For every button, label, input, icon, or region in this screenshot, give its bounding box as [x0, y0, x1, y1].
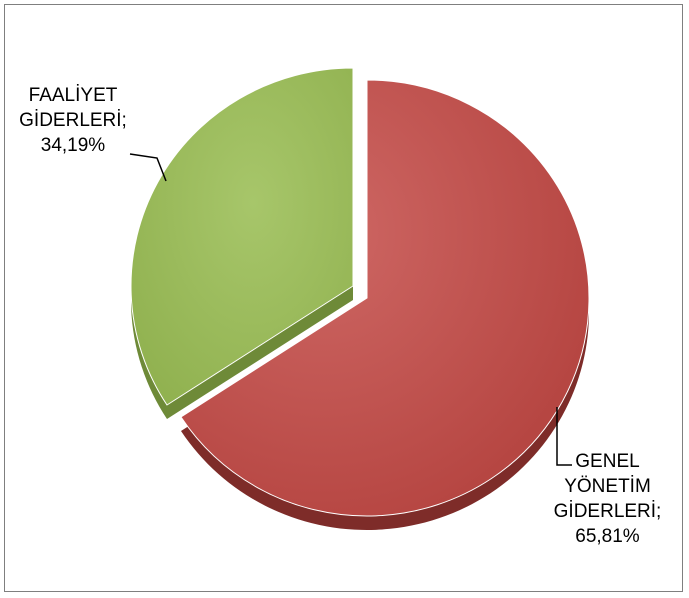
- slice-label-genel-value: 65,81%: [575, 526, 640, 547]
- slice-label-faaliyet: FAALİYET GİDERLERİ; 34,19%: [15, 83, 131, 158]
- leader-line-genel: [556, 407, 572, 466]
- pie-slice-genel: [180, 79, 590, 517]
- pie-slice-faaliyet: [130, 67, 354, 406]
- slice-label-genel-line3: GİDERLERİ;: [553, 501, 662, 522]
- slice-label-faaliyet-line1: FAALİYET: [28, 85, 118, 106]
- slice-label-faaliyet-line2: GİDERLERİ;: [19, 110, 127, 131]
- chart-area: FAALİYET GİDERLERİ; 34,19% GENEL YÖNETİM…: [4, 4, 683, 592]
- pie-chart: [129, 67, 590, 530]
- slice-label-genel-line1: GENEL: [575, 451, 640, 472]
- slice-label-genel-line2: YÖNETİM: [564, 476, 651, 497]
- slice-label-genel: GENEL YÖNETİM GİDERLERİ; 65,81%: [550, 449, 665, 549]
- slice-label-faaliyet-value: 34,19%: [40, 135, 106, 156]
- leader-line-faaliyet: [129, 153, 167, 182]
